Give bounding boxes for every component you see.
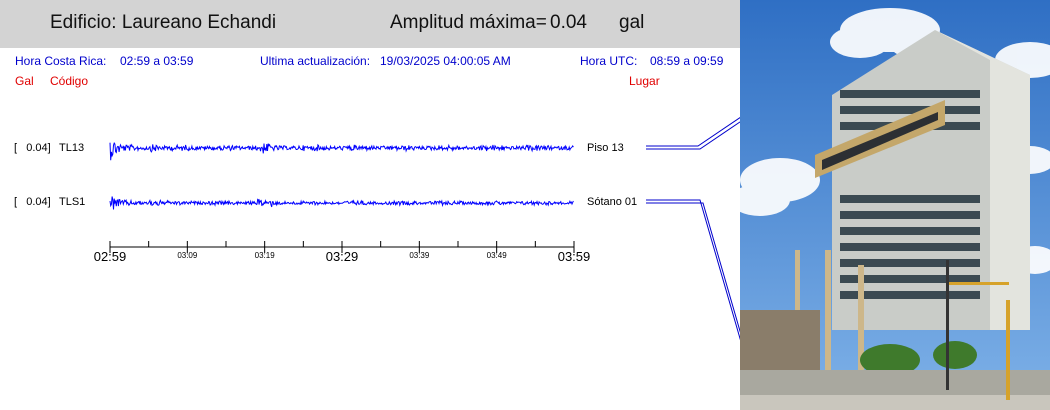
channel-1-code: TL13 <box>59 142 85 154</box>
leader-line-sotano-01 <box>646 199 740 341</box>
channel-2-amplitude: [ 0.04] <box>14 196 51 208</box>
channel-2-place: Sótano 01 <box>587 196 638 208</box>
trace-tls1 <box>109 196 574 210</box>
column-code: Código <box>50 74 89 88</box>
max-amplitude-value: 0.04 <box>550 12 587 33</box>
utc-time-range: 08:59 a 09:59 <box>650 54 724 68</box>
column-place: Lugar <box>629 74 660 88</box>
time-label-minor: 03:39 <box>409 251 430 260</box>
time-label-major: 03:59 <box>558 249 591 264</box>
building-label: Edificio: <box>50 12 117 33</box>
channel-2-code: TLS1 <box>59 196 86 208</box>
header-bar <box>0 0 740 48</box>
max-amplitude-unit: gal <box>619 12 645 33</box>
local-time-label: Hora Costa Rica: <box>15 54 107 68</box>
local-time-range: 02:59 a 03:59 <box>120 54 194 68</box>
column-gal: Gal <box>15 74 34 88</box>
seismogram-plot: 02:59 03:09 03:19 03:29 03:39 03:49 03:59 <box>94 116 740 341</box>
trace-tl13 <box>109 141 574 161</box>
time-label-minor: 03:19 <box>255 251 276 260</box>
channel-1-amplitude: [ 0.04] <box>14 142 51 154</box>
time-label-major: 03:29 <box>326 249 359 264</box>
leader-line-sotano-01-shadow <box>646 202 740 333</box>
last-update-value: 19/03/2025 04:00:05 AM <box>380 54 511 68</box>
leader-line-piso-13 <box>646 116 740 147</box>
last-update-label: Ultima actualización: <box>260 54 371 68</box>
building-name: Laureano Echandi <box>121 12 277 33</box>
time-label-minor: 03:09 <box>177 251 198 260</box>
time-label-major: 02:59 <box>94 249 127 264</box>
leader-line-piso-13-shadow <box>646 121 740 150</box>
time-label-minor: 03:49 <box>487 251 508 260</box>
utc-time-label: Hora UTC: <box>580 54 638 68</box>
channel-1-place: Piso 13 <box>587 142 624 154</box>
building-photo <box>740 0 1050 410</box>
building-title: Edificio: Laureano Echandi <box>50 12 276 34</box>
max-amplitude-label: Amplitud máxima= <box>390 12 547 33</box>
